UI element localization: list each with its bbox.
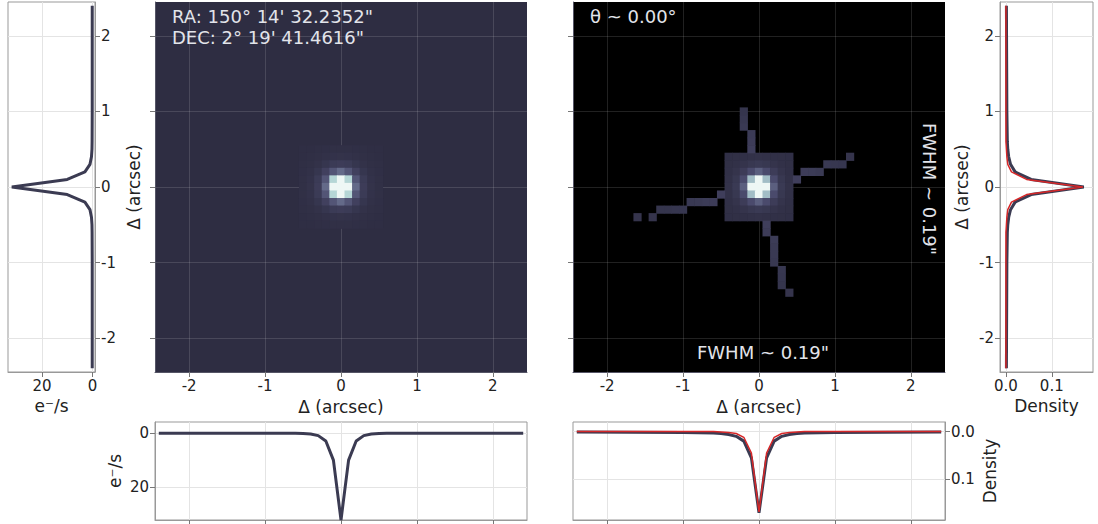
svg-text:0: 0 bbox=[984, 178, 994, 196]
svg-text:DEC: 2° 19' 41.4616": DEC: 2° 19' 41.4616" bbox=[172, 27, 364, 48]
svg-text:0: 0 bbox=[139, 424, 149, 442]
svg-text:Density: Density bbox=[980, 439, 1000, 504]
svg-text:0: 0 bbox=[101, 178, 111, 196]
svg-text:2: 2 bbox=[101, 27, 111, 45]
svg-text:e⁻/s: e⁻/s bbox=[34, 396, 68, 416]
svg-text:0: 0 bbox=[88, 377, 98, 395]
svg-text:-2: -2 bbox=[182, 377, 197, 395]
svg-text:1: 1 bbox=[830, 377, 840, 395]
svg-text:FWHM ~ 0.19": FWHM ~ 0.19" bbox=[919, 123, 940, 255]
svg-text:2: 2 bbox=[906, 377, 916, 395]
svg-text:0.1: 0.1 bbox=[951, 470, 975, 488]
svg-text:-2: -2 bbox=[979, 329, 994, 347]
svg-text:0.1: 0.1 bbox=[1040, 377, 1064, 395]
svg-text:FWHM ~ 0.19": FWHM ~ 0.19" bbox=[697, 342, 829, 363]
svg-text:Δ (arcsec): Δ (arcsec) bbox=[298, 397, 383, 417]
svg-text:1: 1 bbox=[101, 102, 111, 120]
svg-text:-2: -2 bbox=[600, 377, 615, 395]
svg-text:Δ (arcsec): Δ (arcsec) bbox=[952, 144, 972, 229]
svg-text:-1: -1 bbox=[258, 377, 273, 395]
svg-text:e⁻/s: e⁻/s bbox=[105, 454, 125, 488]
svg-text:-1: -1 bbox=[979, 254, 994, 272]
svg-text:Δ (arcsec): Δ (arcsec) bbox=[716, 397, 801, 417]
svg-text:-1: -1 bbox=[101, 254, 116, 272]
svg-text:-2: -2 bbox=[101, 329, 116, 347]
svg-text:1: 1 bbox=[984, 102, 994, 120]
svg-text:0.0: 0.0 bbox=[994, 377, 1018, 395]
svg-text:20: 20 bbox=[130, 478, 149, 496]
svg-text:RA: 150° 14' 32.2352": RA: 150° 14' 32.2352" bbox=[172, 6, 373, 27]
svg-text:1: 1 bbox=[412, 377, 422, 395]
svg-text:0: 0 bbox=[754, 377, 764, 395]
svg-text:0: 0 bbox=[336, 377, 346, 395]
svg-text:2: 2 bbox=[984, 27, 994, 45]
svg-text:0.0: 0.0 bbox=[951, 423, 975, 441]
svg-text:20: 20 bbox=[32, 377, 51, 395]
svg-text:-1: -1 bbox=[676, 377, 691, 395]
svg-text:2: 2 bbox=[488, 377, 498, 395]
svg-text:Density: Density bbox=[1014, 396, 1079, 416]
svg-text:θ ~ 0.00°: θ ~ 0.00° bbox=[590, 6, 677, 27]
svg-text:Δ (arcsec): Δ (arcsec) bbox=[124, 144, 144, 229]
